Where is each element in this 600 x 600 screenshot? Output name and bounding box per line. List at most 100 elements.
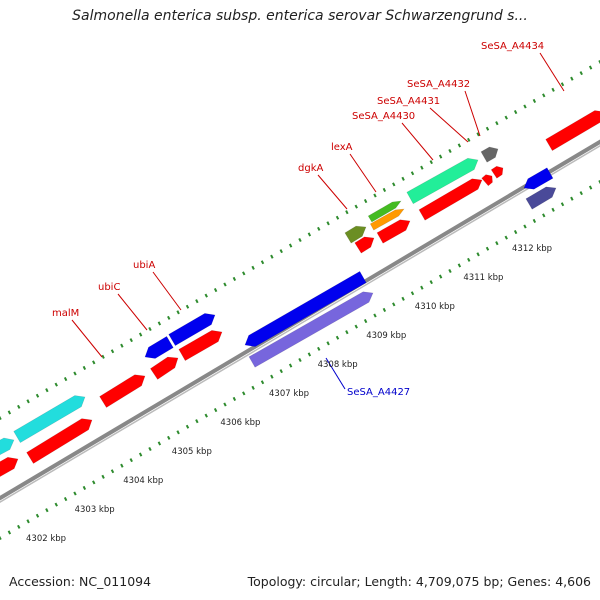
gene-arrow[interactable] bbox=[0, 437, 15, 456]
gene-arrow[interactable] bbox=[367, 200, 402, 223]
tick-mark bbox=[101, 474, 105, 479]
tick-mark bbox=[120, 343, 124, 348]
gene-arrow[interactable] bbox=[418, 178, 483, 221]
tick-mark bbox=[45, 508, 49, 513]
label-leader-line bbox=[71, 319, 103, 358]
tick-mark bbox=[448, 148, 452, 154]
tick-mark bbox=[288, 243, 293, 248]
gene-arrow[interactable] bbox=[369, 208, 405, 231]
gene-arrow[interactable] bbox=[149, 356, 179, 380]
gene-arrow[interactable] bbox=[354, 236, 375, 254]
gene-arrow[interactable] bbox=[99, 374, 146, 408]
tick-mark bbox=[148, 326, 152, 332]
tick-mark bbox=[307, 352, 312, 357]
tick-mark bbox=[260, 380, 265, 385]
tick-mark bbox=[63, 497, 68, 502]
gene-label[interactable]: ubiC bbox=[98, 282, 120, 293]
tick-mark bbox=[542, 93, 546, 98]
tick-mark bbox=[467, 137, 471, 142]
tick-mark bbox=[598, 180, 600, 185]
gene-label[interactable]: SeSA_A4434 bbox=[481, 41, 544, 52]
tick-mark bbox=[551, 87, 555, 92]
tick-mark bbox=[495, 121, 499, 126]
gene-arrow[interactable] bbox=[481, 174, 493, 187]
tick-mark bbox=[223, 402, 227, 407]
tick-mark bbox=[129, 338, 133, 343]
tick-mark bbox=[148, 446, 152, 452]
gene-labels: malM ubiC ubiA dgkA lexA SeSA_A4430 SeSA_A4431… bbox=[52, 41, 544, 398]
tick-mark bbox=[110, 349, 115, 354]
gene-label[interactable]: dgkA bbox=[298, 163, 323, 174]
tick-mark bbox=[326, 341, 330, 346]
tick-mark bbox=[176, 310, 180, 315]
tick-mark bbox=[35, 513, 40, 518]
tick-mark bbox=[363, 199, 368, 204]
kbp-label: 4310 kbp bbox=[415, 302, 455, 312]
tick-marks bbox=[0, 60, 600, 540]
tick-mark bbox=[523, 104, 527, 109]
gene-label[interactable]: lexA bbox=[331, 142, 353, 153]
tick-mark bbox=[138, 452, 143, 457]
tick-mark bbox=[204, 293, 208, 298]
gene-arrow[interactable] bbox=[376, 219, 411, 244]
gene-label[interactable]: SeSA_A4427 bbox=[347, 387, 410, 398]
tick-mark bbox=[298, 357, 302, 363]
tick-mark bbox=[457, 263, 462, 268]
tick-mark bbox=[504, 115, 508, 120]
tick-mark bbox=[223, 282, 227, 287]
gene-arrow[interactable] bbox=[344, 225, 367, 244]
tick-mark bbox=[73, 491, 77, 496]
gene-arrow[interactable] bbox=[144, 335, 174, 359]
gene-label[interactable]: malM bbox=[52, 308, 79, 319]
tick-mark bbox=[382, 307, 387, 312]
tick-mark bbox=[54, 382, 58, 387]
gene-arrow[interactable] bbox=[0, 456, 19, 478]
tick-mark bbox=[129, 458, 133, 463]
tick-mark bbox=[588, 65, 593, 70]
gene-arrow[interactable] bbox=[168, 313, 216, 347]
gene-arrow[interactable] bbox=[13, 395, 86, 444]
tick-mark bbox=[26, 399, 30, 404]
tick-mark bbox=[92, 360, 96, 365]
tick-mark bbox=[17, 524, 21, 529]
tick-mark bbox=[438, 274, 443, 279]
kbp-label: 4309 kbp bbox=[366, 331, 406, 341]
gene-arrow[interactable] bbox=[178, 330, 223, 362]
tick-mark bbox=[354, 204, 358, 209]
gene-arrow[interactable] bbox=[525, 186, 557, 210]
gene-arrow[interactable] bbox=[490, 165, 504, 179]
gene-arrow[interactable] bbox=[244, 270, 367, 347]
gene-label[interactable]: ubiA bbox=[133, 260, 155, 271]
tick-mark bbox=[7, 530, 12, 535]
tick-mark bbox=[185, 424, 190, 429]
tick-mark bbox=[195, 419, 199, 424]
tick-mark bbox=[542, 213, 546, 218]
gene-arrow[interactable] bbox=[406, 157, 479, 205]
gene-label[interactable]: SeSA_A4432 bbox=[407, 79, 470, 90]
tick-mark bbox=[551, 207, 555, 212]
tick-mark bbox=[335, 335, 340, 340]
tick-mark bbox=[513, 230, 518, 235]
tick-mark bbox=[167, 435, 171, 440]
kbp-label: 4302 kbp bbox=[26, 534, 66, 544]
tick-mark bbox=[195, 299, 199, 304]
gene-arrow[interactable] bbox=[26, 418, 93, 464]
tick-mark bbox=[26, 519, 30, 524]
gene-label[interactable]: SeSA_A4431 bbox=[377, 96, 440, 107]
tick-mark bbox=[363, 319, 368, 324]
tick-mark bbox=[82, 485, 87, 490]
gene-arrow[interactable] bbox=[480, 146, 499, 163]
tick-mark bbox=[438, 154, 443, 159]
tick-mark bbox=[251, 265, 255, 270]
gene-label[interactable]: SeSA_A4430 bbox=[352, 111, 415, 122]
tick-mark bbox=[54, 502, 58, 507]
topology-text: Topology: circular; Length: 4,709,075 bp… bbox=[247, 574, 591, 589]
tick-mark bbox=[260, 260, 265, 265]
tick-mark bbox=[242, 391, 246, 396]
tick-mark bbox=[354, 324, 358, 329]
gene-arrow[interactable] bbox=[248, 291, 374, 368]
label-leader-line bbox=[539, 52, 565, 92]
tick-mark bbox=[251, 385, 255, 390]
gene-arrow[interactable] bbox=[523, 167, 554, 190]
tick-mark bbox=[335, 215, 340, 220]
